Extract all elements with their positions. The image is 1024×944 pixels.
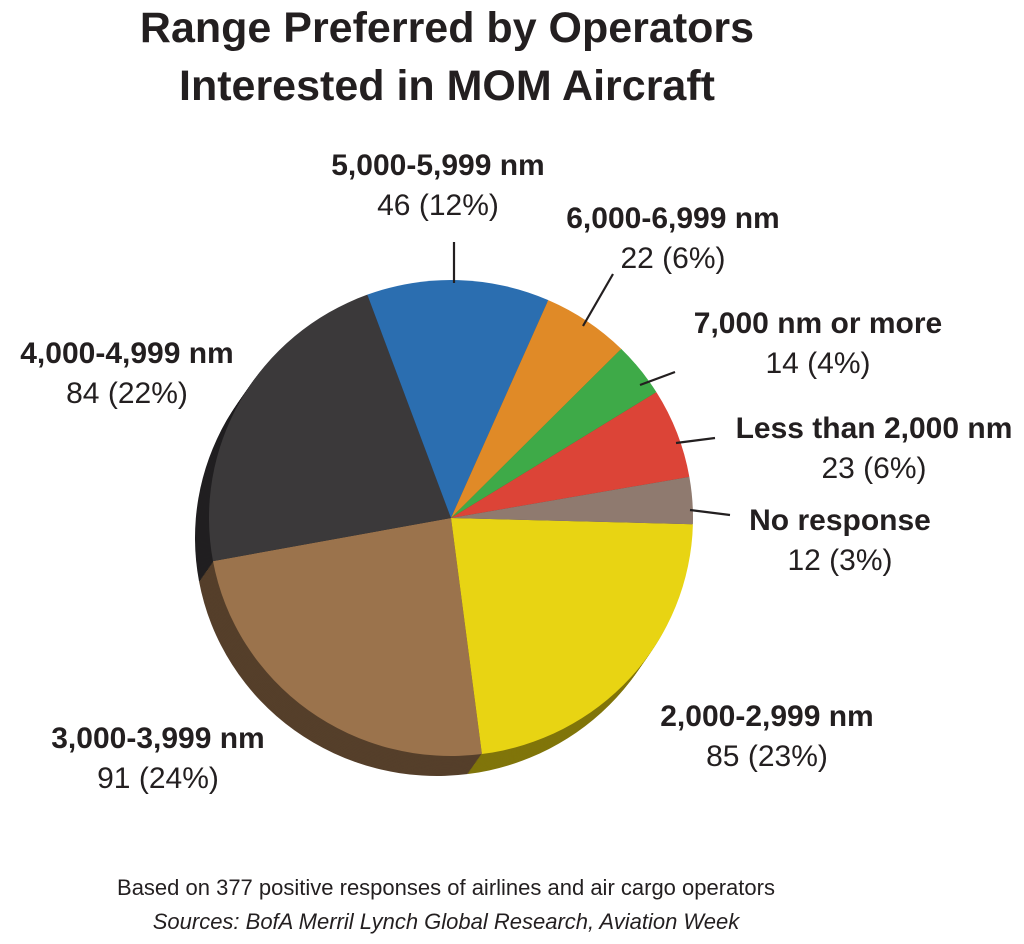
pie-slice-6-000-6-999-nm bbox=[451, 300, 622, 518]
slice-label-2-000-2-999-nm: 2,000-2,999 nm bbox=[660, 700, 873, 733]
slice-value-3-000-3-999-nm: 91 (24%) bbox=[97, 762, 219, 795]
pie-slice-7-000-nm-or-more bbox=[451, 348, 657, 518]
slice-label-3-000-3-999-nm: 3,000-3,999 nm bbox=[51, 722, 264, 755]
pie-slice-4-000-4-999-nm bbox=[208, 294, 451, 562]
slice-value-no-response: 12 (3%) bbox=[787, 544, 892, 577]
leader-line-less-than-2-000-nm bbox=[675, 436, 716, 445]
pie-slice-2-000-2-999-nm bbox=[451, 518, 693, 755]
pie-slice-5-000-5-999-nm bbox=[367, 279, 549, 518]
chart-title-line-2: Interested in MOM Aircraft bbox=[179, 62, 715, 110]
slice-value-6-000-6-999-nm: 22 (6%) bbox=[620, 242, 725, 275]
pie-slices bbox=[208, 279, 694, 756]
chart-title-line-1: Range Preferred by Operators bbox=[140, 4, 754, 52]
leader-line-no-response bbox=[689, 508, 731, 517]
pie-labels: 2,000-2,999 nm 85 (23%) 3,000-3,999 nm 91 (… bbox=[20, 149, 1012, 795]
footnote: Based on 377 positive responses of airli… bbox=[117, 875, 775, 900]
sources-note: Sources: BofA Merril Lynch Global Resear… bbox=[153, 909, 741, 934]
slice-label-7-000-nm-or-more: 7,000 nm or more bbox=[694, 307, 942, 340]
leader-line-7-000-nm-or-more bbox=[639, 370, 676, 387]
slice-label-4-000-4-999-nm: 4,000-4,999 nm bbox=[20, 337, 233, 370]
slice-value-7-000-nm-or-more: 14 (4%) bbox=[765, 347, 870, 380]
pie-leader-lines bbox=[452, 242, 731, 517]
slice-value-5-000-5-999-nm: 46 (12%) bbox=[377, 189, 499, 222]
pie-slice-less-than-2-000-nm bbox=[451, 392, 690, 518]
leader-line-6-000-6-999-nm bbox=[582, 273, 614, 327]
pie-slice-3-000-3-999-nm bbox=[213, 518, 482, 756]
slice-label-5-000-5-999-nm: 5,000-5,999 nm bbox=[331, 149, 544, 182]
slice-label-less-than-2-000-nm: Less than 2,000 nm bbox=[736, 412, 1013, 445]
slice-value-2-000-2-999-nm: 85 (23%) bbox=[706, 740, 828, 773]
slice-label-6-000-6-999-nm: 6,000-6,999 nm bbox=[566, 202, 779, 235]
slice-value-4-000-4-999-nm: 84 (22%) bbox=[66, 377, 188, 410]
slice-label-no-response: No response bbox=[749, 504, 931, 537]
slice-value-less-than-2-000-nm: 23 (6%) bbox=[821, 452, 926, 485]
pie-slice-no-response bbox=[451, 476, 694, 525]
